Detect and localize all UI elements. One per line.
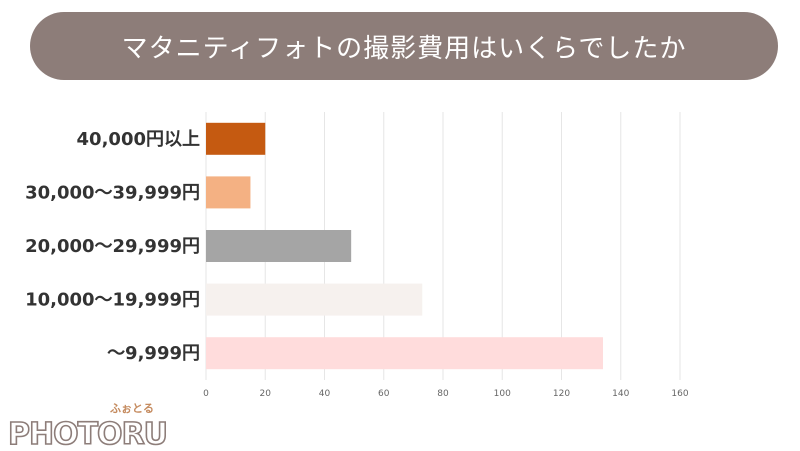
- category-labels: 40,000円以上 30,000〜39,999円 20,000〜29,999円 10,…: [25, 129, 200, 364]
- x-tick-label: 0: [203, 389, 209, 399]
- title-banner: マタニティフォトの撮影費用はいくらでしたか: [30, 12, 778, 80]
- x-tick-label: 20: [260, 389, 272, 399]
- category-label: 20,000〜29,999円: [25, 236, 200, 257]
- bar-1: [206, 176, 251, 209]
- bars: [206, 122, 603, 370]
- chart-title: マタニティフォトの撮影費用はいくらでしたか: [121, 33, 687, 64]
- photoru-logo: ふぉとる PHOTORU: [7, 402, 166, 451]
- x-tick-label: 160: [671, 389, 688, 399]
- x-tick-labels: 0 20 40 60 80 100 120 140 160: [203, 389, 689, 399]
- bar-2: [206, 230, 352, 262]
- category-label: 10,000〜19,999円: [25, 290, 200, 311]
- category-label: 〜9,999円: [107, 343, 200, 364]
- logo-subtitle: ふぉとる: [110, 402, 154, 415]
- x-tick-label: 140: [612, 389, 629, 399]
- logo-wordmark: PHOTORU: [8, 417, 166, 451]
- bar-0: [206, 122, 266, 155]
- bar-4: [206, 337, 603, 370]
- x-tick-label: 60: [378, 389, 390, 399]
- x-tick-label: 100: [494, 389, 511, 399]
- x-tick-label: 80: [437, 389, 449, 399]
- x-tick-label: 120: [553, 389, 570, 399]
- bar-3: [206, 283, 423, 316]
- x-tick-label: 40: [319, 389, 331, 399]
- category-label: 40,000円以上: [77, 129, 200, 150]
- category-label: 30,000〜39,999円: [25, 182, 200, 203]
